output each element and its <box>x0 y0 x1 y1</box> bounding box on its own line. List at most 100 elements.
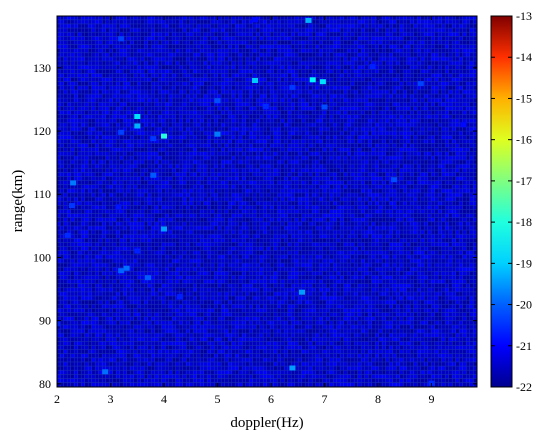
heatmap-cell <box>438 40 442 45</box>
heatmap-cell <box>57 73 60 78</box>
heatmap-cell <box>435 114 438 119</box>
heatmap-cell <box>326 81 330 86</box>
heatmap-cell <box>298 139 302 144</box>
heatmap-cell <box>288 143 291 148</box>
heatmap-cell <box>186 106 190 111</box>
heatmap-cell <box>64 180 67 185</box>
heatmap-cell <box>379 119 382 123</box>
heatmap-cell <box>333 164 337 168</box>
heatmap-cell <box>102 114 106 119</box>
heatmap-cell <box>302 164 305 168</box>
heatmap-cell <box>375 69 379 74</box>
heatmap-cell <box>211 77 214 82</box>
heatmap-cell <box>141 90 144 94</box>
heatmap-cell <box>382 176 386 181</box>
heatmap-cell <box>270 114 274 119</box>
heatmap-cell <box>60 36 64 41</box>
heatmap-cell <box>407 81 410 86</box>
heatmap-cell <box>445 98 449 102</box>
heatmap-cell <box>71 32 74 37</box>
heatmap-cell <box>235 86 239 90</box>
heatmap-cell <box>134 57 137 61</box>
heatmap-cell <box>424 86 428 90</box>
heatmap-cell <box>81 106 85 111</box>
heatmap-cell <box>123 94 127 98</box>
heatmap-cell <box>232 135 235 140</box>
heatmap-cell <box>344 114 347 119</box>
heatmap-cell <box>302 143 305 148</box>
heatmap-cell <box>57 102 60 107</box>
heatmap-cell <box>232 98 235 102</box>
heatmap-cell <box>396 44 400 49</box>
heatmap-cell <box>106 185 109 189</box>
heatmap-cell <box>60 32 64 37</box>
heatmap-cell <box>449 143 452 148</box>
heatmap-cell <box>85 164 88 168</box>
heatmap-cell <box>141 160 144 164</box>
heatmap-cell <box>459 156 463 160</box>
heatmap-cell <box>120 185 123 189</box>
heatmap-cell <box>228 32 232 37</box>
heatmap-cell <box>134 185 137 189</box>
heatmap-cell <box>277 77 281 82</box>
heatmap-cell <box>400 114 403 119</box>
heatmap-cell <box>130 110 134 115</box>
heatmap-cell <box>456 53 459 57</box>
heatmap-cell <box>81 135 85 140</box>
heatmap-cell <box>319 32 323 37</box>
heatmap-cell <box>463 94 466 98</box>
heatmap-cell <box>109 65 113 69</box>
heatmap-cell <box>186 48 190 53</box>
heatmap-cell <box>116 73 120 78</box>
heatmap-cell <box>225 98 228 102</box>
heatmap-cell <box>302 57 305 61</box>
heatmap-cell <box>141 143 144 148</box>
heatmap-cell <box>452 168 456 173</box>
heatmap-cell <box>179 73 183 78</box>
heatmap-cell <box>137 106 141 111</box>
heatmap-cell <box>176 131 179 135</box>
heatmap-cell <box>116 102 120 107</box>
heatmap-cell <box>442 147 445 152</box>
heatmap-cell <box>249 28 253 32</box>
heatmap-cell <box>354 16 358 20</box>
heatmap-cell <box>207 40 211 45</box>
heatmap-cell <box>221 106 225 111</box>
heatmap-cell <box>186 53 190 57</box>
heatmap-cell <box>459 172 463 177</box>
heatmap-cell <box>155 53 158 57</box>
heatmap-cell <box>396 40 400 45</box>
heatmap-cell <box>298 119 302 123</box>
heatmap-cell <box>414 123 417 127</box>
heatmap-cell <box>309 98 312 102</box>
heatmap-cell <box>309 147 312 152</box>
heatmap-cell <box>197 40 200 45</box>
heatmap-cell <box>81 168 85 173</box>
heatmap-cell <box>148 156 151 160</box>
heatmap-cell <box>95 32 99 37</box>
heatmap-cell <box>281 185 284 189</box>
heatmap-cell <box>165 127 169 131</box>
heatmap-cell <box>256 36 260 41</box>
heatmap-cell <box>155 176 158 181</box>
heatmap-cell <box>211 143 214 148</box>
heatmap-cell <box>246 127 249 131</box>
heatmap-cell <box>417 156 421 160</box>
heatmap-cell <box>207 114 211 119</box>
heatmap-cell <box>74 164 78 168</box>
heatmap-cell <box>172 164 176 168</box>
heatmap-cell <box>274 32 277 37</box>
heatmap-cell <box>284 127 288 131</box>
heatmap-cell <box>71 127 74 131</box>
heatmap-cell <box>256 172 260 177</box>
heatmap-cell <box>361 176 365 181</box>
heatmap-cell <box>78 65 81 69</box>
heatmap-cell <box>88 164 92 168</box>
heatmap-cell <box>284 123 288 127</box>
heatmap-cell <box>333 102 337 107</box>
heatmap-cell <box>144 176 148 181</box>
heatmap-cell <box>85 114 88 119</box>
heatmap-cell <box>309 94 312 98</box>
heatmap-cell <box>305 57 309 61</box>
heatmap-cell <box>449 114 452 119</box>
